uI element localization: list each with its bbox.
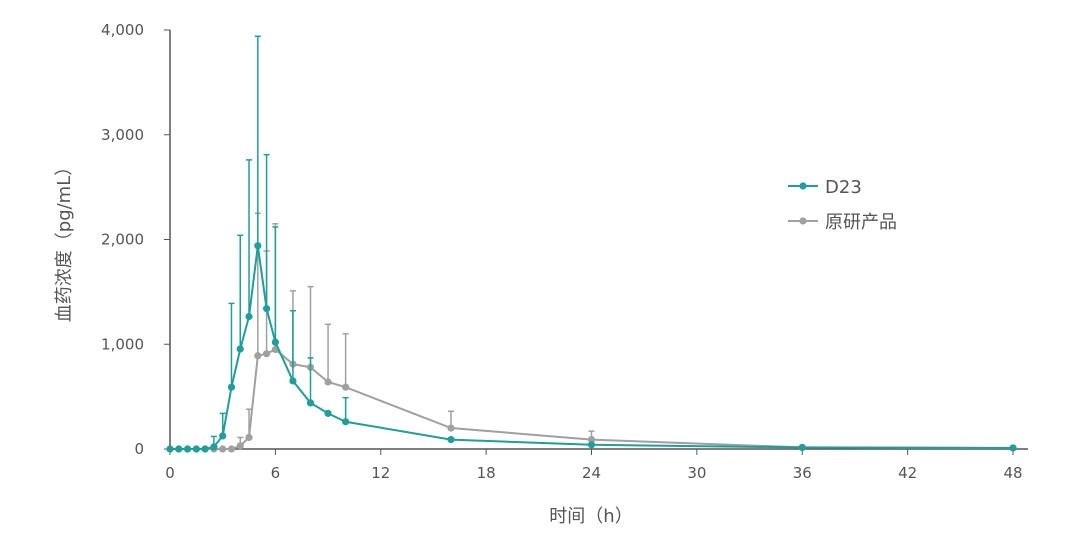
legend-label: 原研产品 — [825, 212, 897, 233]
y-tick-label: 3,000 — [101, 126, 144, 144]
data-point — [201, 445, 209, 453]
y-tick-label: 1,000 — [101, 335, 144, 353]
series-D23 — [166, 35, 1017, 453]
data-point — [447, 435, 455, 444]
data-point — [324, 409, 332, 417]
legend-marker — [799, 217, 807, 225]
x-tick-label: 0 — [165, 464, 175, 482]
legend-label: D23 — [825, 177, 862, 198]
y-tick-label: 0 — [134, 440, 144, 458]
data-point — [192, 445, 200, 453]
data-point — [306, 399, 315, 407]
data-point — [262, 350, 271, 358]
x-tick-label: 24 — [582, 464, 601, 482]
data-point — [210, 443, 218, 451]
x-tick-label: 48 — [1003, 464, 1022, 482]
series-line — [170, 245, 1014, 450]
legend-marker — [799, 182, 807, 190]
data-point — [254, 242, 262, 250]
y-axis-label: 血药浓度（pg/mL） — [54, 158, 75, 322]
data-point — [236, 345, 244, 353]
data-point — [587, 441, 596, 449]
data-point — [447, 424, 455, 432]
x-tick-label: 6 — [271, 464, 281, 482]
data-point — [236, 442, 244, 450]
data-point — [289, 377, 297, 385]
data-point — [587, 435, 596, 444]
x-tick-label: 42 — [898, 464, 917, 482]
x-tick-label: 18 — [477, 464, 496, 482]
data-point — [262, 305, 271, 313]
data-point — [254, 352, 262, 360]
data-point — [219, 432, 227, 440]
x-tick-label: 30 — [687, 464, 706, 482]
x-axis-label: 时间（h） — [549, 506, 632, 527]
data-point — [227, 383, 236, 391]
data-point — [245, 433, 253, 442]
x-tick-label: 12 — [371, 464, 390, 482]
data-point — [183, 445, 192, 453]
data-point — [342, 383, 350, 391]
data-point — [342, 418, 350, 426]
y-tick-label: 4,000 — [101, 21, 144, 39]
data-point — [227, 445, 236, 453]
data-point — [245, 312, 253, 321]
data-point — [798, 443, 806, 452]
data-point — [175, 445, 183, 453]
data-point — [166, 445, 174, 453]
data-point — [271, 338, 279, 346]
data-point — [219, 445, 227, 453]
series-原研产品 — [166, 212, 1017, 453]
data-point — [324, 378, 332, 386]
y-tick-label: 2,000 — [101, 231, 144, 249]
x-tick-label: 36 — [793, 464, 812, 482]
data-point — [1009, 444, 1017, 452]
